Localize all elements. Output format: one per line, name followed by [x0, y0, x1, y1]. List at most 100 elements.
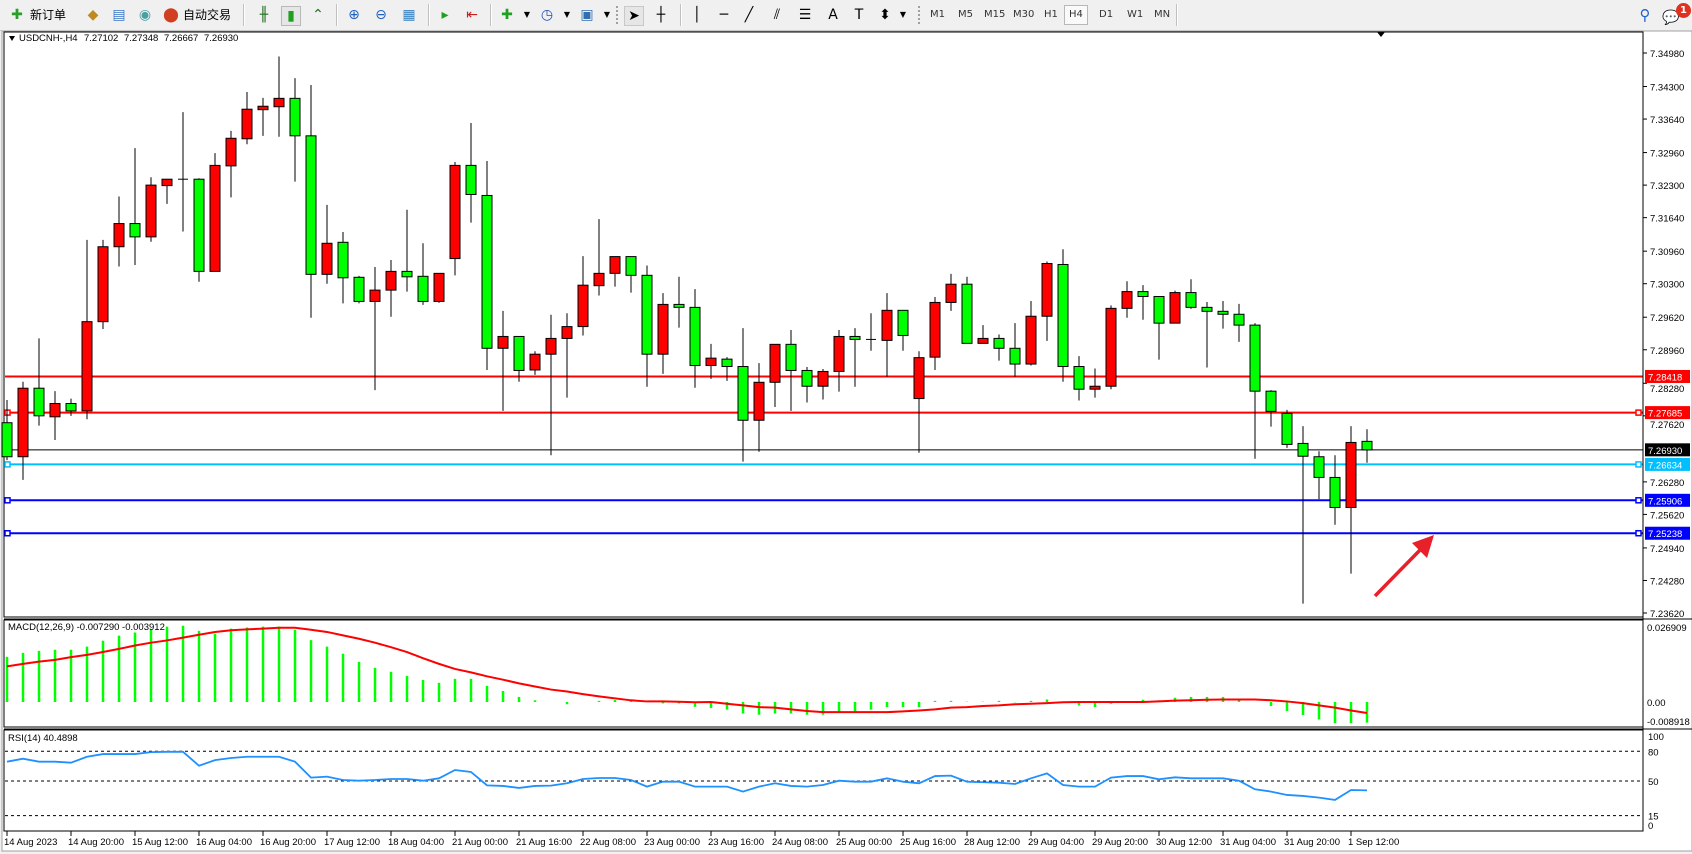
candle [225, 130, 237, 198]
toolbar-grip[interactable] [918, 6, 922, 24]
line-chart-icon[interactable]: ⌃ [312, 7, 324, 23]
new-order-button[interactable]: 新订单 [30, 8, 67, 22]
tile-windows-icon[interactable]: ▦ [402, 7, 416, 23]
candle-body-bear [1313, 456, 1325, 478]
candle [817, 368, 829, 400]
chevron-down-icon[interactable]: ▼ [523, 10, 531, 19]
text-icon[interactable]: A [828, 7, 838, 23]
candle [273, 56, 285, 137]
timeframe-m15[interactable]: M15 [984, 9, 1006, 20]
time-tick-label: 15 Aug 12:00 [132, 837, 188, 848]
fibonacci-icon[interactable]: ☰ [798, 7, 812, 23]
candle-body-bear [1249, 324, 1261, 392]
timeframe-w1[interactable]: W1 [1127, 9, 1144, 20]
candle [929, 297, 941, 370]
templates-icon[interactable]: ▣ [580, 7, 594, 23]
navigator-icon[interactable]: ▤ [112, 7, 126, 23]
candle [593, 219, 605, 296]
price-tag-label: 7.28418 [1648, 372, 1682, 383]
candle-body-bear [993, 337, 1005, 349]
price-tag [1645, 493, 1690, 507]
auto-scroll-icon[interactable]: ▸ [441, 7, 449, 23]
market-watch-icon[interactable]: ◆ [87, 7, 99, 23]
cursor-icon[interactable]: ➤ [624, 6, 644, 26]
chart-shift-icon[interactable]: ⇤ [466, 7, 478, 23]
candle [97, 239, 109, 330]
candle [241, 91, 253, 145]
candle-body-bull [449, 164, 461, 260]
rsi-line [6, 750, 1368, 801]
indicators-icon[interactable]: ✚ [501, 7, 513, 23]
candle [433, 272, 445, 303]
notification-icon[interactable]: 💬 [1662, 10, 1680, 26]
price-tags: 7.28418 7.27685 7.26930 7.26634 7.25906 7.252… [1645, 369, 1690, 540]
chart-shift-marker-icon[interactable] [1377, 32, 1385, 37]
price-tag [1645, 526, 1690, 540]
rsi-label: RSI(14) 40.4898 [8, 733, 78, 744]
time-tick-label: 21 Aug 00:00 [452, 837, 508, 848]
new-order-icon[interactable]: ✚ [11, 7, 23, 23]
candle-body-bull [225, 137, 237, 167]
arrow-head-icon [1412, 535, 1434, 558]
candle-body-bull [657, 303, 669, 355]
symbol-dropdown-icon[interactable] [9, 36, 15, 41]
trendline-icon[interactable]: ╱ [744, 7, 754, 23]
toolbar-grip[interactable] [616, 6, 620, 24]
candle [465, 123, 477, 223]
text-label-icon[interactable]: T [854, 7, 864, 23]
timeframe-m1[interactable]: M1 [930, 9, 945, 20]
horizontal-line-icon[interactable]: ─ [719, 7, 729, 23]
auto-trading-icon[interactable]: ⬤ [163, 7, 179, 23]
macd-indicator: 0.026909 0.00 -0.008918 [5, 623, 1690, 728]
candle-body-bull [929, 301, 941, 358]
timeframe-mn[interactable]: MN [1154, 9, 1171, 20]
toolbar-separator [336, 4, 338, 26]
candle-body-bear [1233, 313, 1245, 326]
price-tag-label: 7.25906 [1648, 496, 1682, 507]
crosshair-icon[interactable]: ┼ [656, 7, 666, 23]
chevron-down-icon[interactable]: ▼ [563, 10, 571, 19]
arrows-icon[interactable]: ⬍ [879, 7, 891, 23]
timeframe-h1[interactable]: H1 [1044, 9, 1058, 20]
candle [1217, 300, 1229, 329]
chevron-down-icon[interactable]: ▼ [603, 10, 611, 19]
candle [178, 112, 188, 232]
timeframe-m5[interactable]: M5 [958, 9, 973, 20]
candlestick-icon[interactable]: ▮ [281, 6, 301, 26]
toolbar-separator [243, 4, 245, 26]
candle-body-bear [961, 283, 973, 344]
candle [785, 330, 797, 411]
candle-body-bull [321, 242, 333, 275]
candle-body-bull [1345, 441, 1357, 509]
timeframe-m30[interactable]: M30 [1013, 9, 1035, 20]
candle [529, 351, 541, 375]
equidistant-channel-icon[interactable]: ⫽ [773, 7, 781, 23]
search-icon[interactable]: ⚲ [1639, 6, 1651, 24]
zoom-in-icon[interactable]: ⊕ [348, 7, 360, 23]
candle-body-bull [593, 272, 605, 287]
timeframe-d1[interactable]: D1 [1099, 9, 1114, 20]
timeframe-h4[interactable]: H4 [1064, 5, 1088, 25]
candle [1345, 426, 1357, 574]
candle-body-bear [1329, 476, 1341, 509]
macd-signal-line [6, 626, 1368, 715]
time-tick-label: 28 Aug 12:00 [964, 837, 1020, 848]
chevron-down-icon[interactable]: ▼ [899, 10, 907, 19]
candle [289, 78, 301, 182]
signals-icon[interactable]: ◉ [138, 7, 152, 23]
candle [1281, 409, 1293, 448]
time-tick-label: 23 Aug 00:00 [644, 837, 700, 848]
candle [1089, 368, 1101, 398]
auto-trading-button[interactable]: 自动交易 [183, 8, 232, 22]
periods-icon[interactable]: ◷ [540, 7, 554, 23]
vertical-line-icon[interactable]: │ [692, 7, 702, 23]
candle-body-bear [337, 241, 349, 279]
price-tick-label: 7.33640 [1650, 115, 1684, 126]
price-tick-label: 7.34980 [1650, 49, 1684, 60]
zoom-out-icon[interactable]: ⊖ [375, 7, 387, 23]
bar-chart-icon[interactable]: ╫ [259, 7, 269, 23]
notification-badge[interactable]: 1 [1676, 3, 1691, 18]
candle-body-bear [305, 135, 317, 275]
candle-body-bull [1025, 315, 1037, 365]
